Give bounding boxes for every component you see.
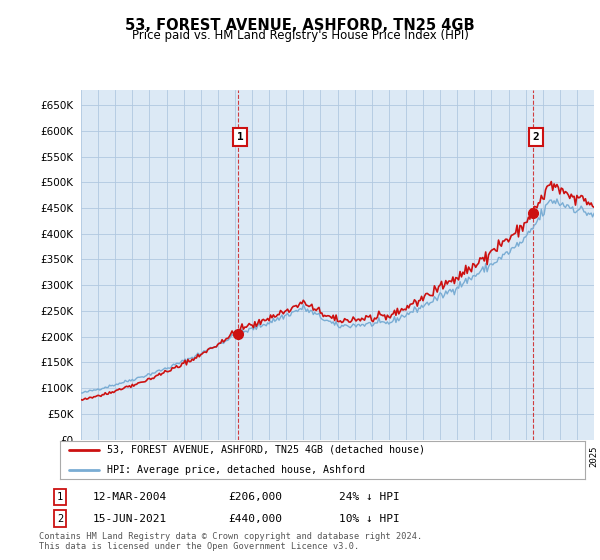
Text: 24% ↓ HPI: 24% ↓ HPI <box>339 492 400 502</box>
Text: Price paid vs. HM Land Registry's House Price Index (HPI): Price paid vs. HM Land Registry's House … <box>131 29 469 42</box>
Text: 10% ↓ HPI: 10% ↓ HPI <box>339 514 400 524</box>
Text: 1: 1 <box>236 132 244 142</box>
Text: HPI: Average price, detached house, Ashford: HPI: Average price, detached house, Ashf… <box>107 465 365 475</box>
Text: 15-JUN-2021: 15-JUN-2021 <box>93 514 167 524</box>
Text: 1: 1 <box>57 492 63 502</box>
Text: 53, FOREST AVENUE, ASHFORD, TN25 4GB (detached house): 53, FOREST AVENUE, ASHFORD, TN25 4GB (de… <box>107 445 425 455</box>
Text: Contains HM Land Registry data © Crown copyright and database right 2024.
This d: Contains HM Land Registry data © Crown c… <box>39 531 422 551</box>
Text: 2: 2 <box>532 132 539 142</box>
Text: £440,000: £440,000 <box>228 514 282 524</box>
Text: 53, FOREST AVENUE, ASHFORD, TN25 4GB: 53, FOREST AVENUE, ASHFORD, TN25 4GB <box>125 18 475 33</box>
Text: 12-MAR-2004: 12-MAR-2004 <box>93 492 167 502</box>
Text: £206,000: £206,000 <box>228 492 282 502</box>
Text: 2: 2 <box>57 514 63 524</box>
